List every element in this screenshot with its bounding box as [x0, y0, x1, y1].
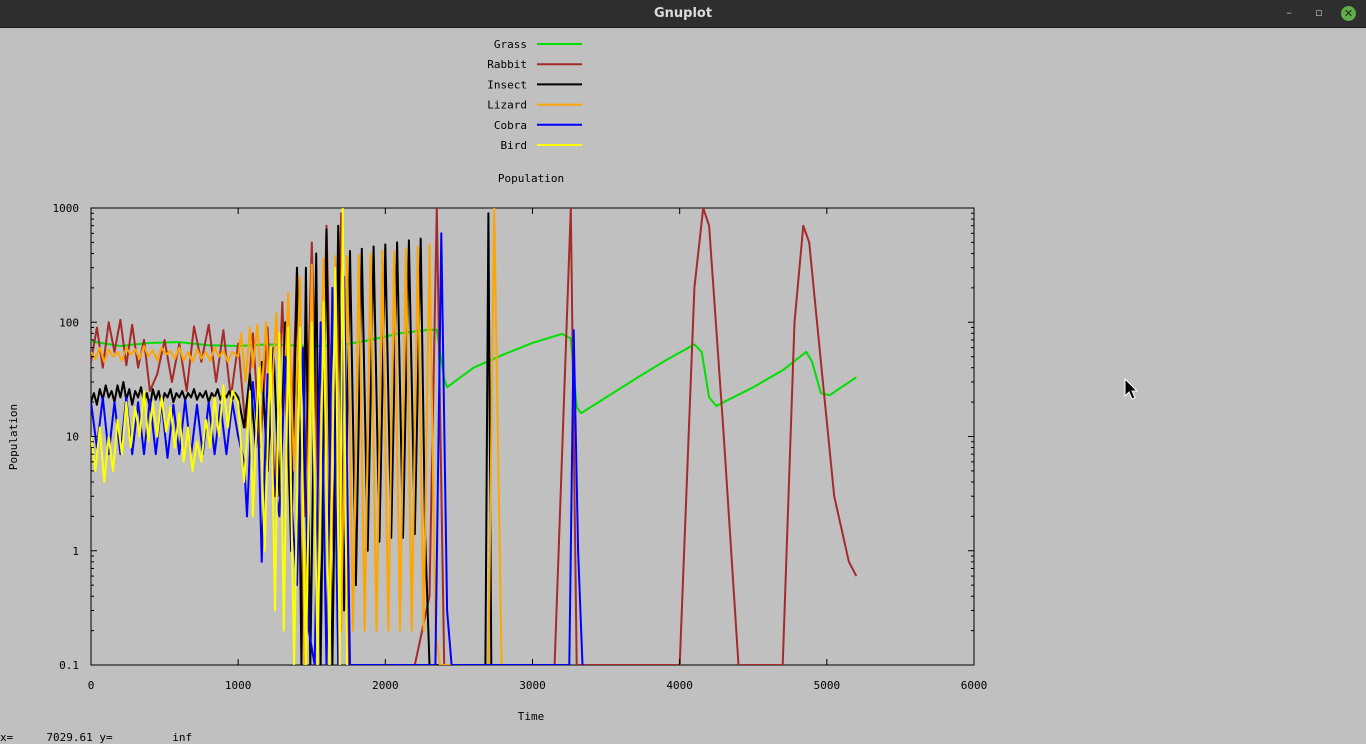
x-tick-label: 1000	[225, 679, 252, 692]
close-icon[interactable]: ✕	[1341, 6, 1356, 21]
legend-label-rabbit: Rabbit	[487, 58, 527, 71]
chart-title: Population	[498, 172, 564, 185]
x-tick-label: 4000	[666, 679, 693, 692]
x-tick-label: 6000	[961, 679, 988, 692]
legend-label-bird: Bird	[501, 139, 528, 152]
y-axis-label: Population	[7, 404, 20, 470]
series-bird-line	[91, 208, 349, 665]
x-axis-label: Time	[518, 710, 545, 723]
window-title: Gnuplot	[653, 6, 713, 21]
status-y-label: y=	[99, 731, 113, 744]
y-tick-label: 10	[66, 431, 79, 444]
y-tick-label: 0.1	[59, 659, 79, 672]
legend-label-lizard: Lizard	[487, 99, 527, 112]
legend-label-cobra: Cobra	[494, 119, 527, 132]
y-tick-label: 100	[59, 316, 79, 329]
y-tick-label: 1	[72, 545, 79, 558]
status-bar: x= 7029.61 y= inf	[0, 732, 192, 744]
plot-canvas[interactable]: 0 1000 2000 3000 4000 5000 6000 0.1 1 10 100 1000 G…	[0, 27, 1366, 731]
series-lizard-line	[91, 208, 503, 665]
legend-label-insect: Insect	[487, 78, 527, 91]
x-tick-label: 0	[88, 679, 95, 692]
x-tick-label: 2000	[372, 679, 399, 692]
minimize-icon[interactable]: –	[1286, 6, 1292, 19]
window-titlebar: Gnuplot – ▫ ✕	[0, 0, 1366, 28]
mouse-pointer-icon	[1124, 378, 1139, 400]
series-insect-line	[91, 212, 493, 665]
status-x-value: 7029.61	[46, 731, 93, 744]
x-tick-label: 3000	[519, 679, 546, 692]
status-y-value: inf	[172, 731, 193, 744]
legend-label-grass: Grass	[494, 38, 527, 51]
series-cobra-line	[91, 232, 584, 665]
status-x-label: x=	[0, 731, 14, 744]
restore-icon[interactable]: ▫	[1315, 6, 1323, 19]
y-tick-label: 1000	[53, 202, 80, 215]
x-tick-label: 5000	[814, 679, 841, 692]
